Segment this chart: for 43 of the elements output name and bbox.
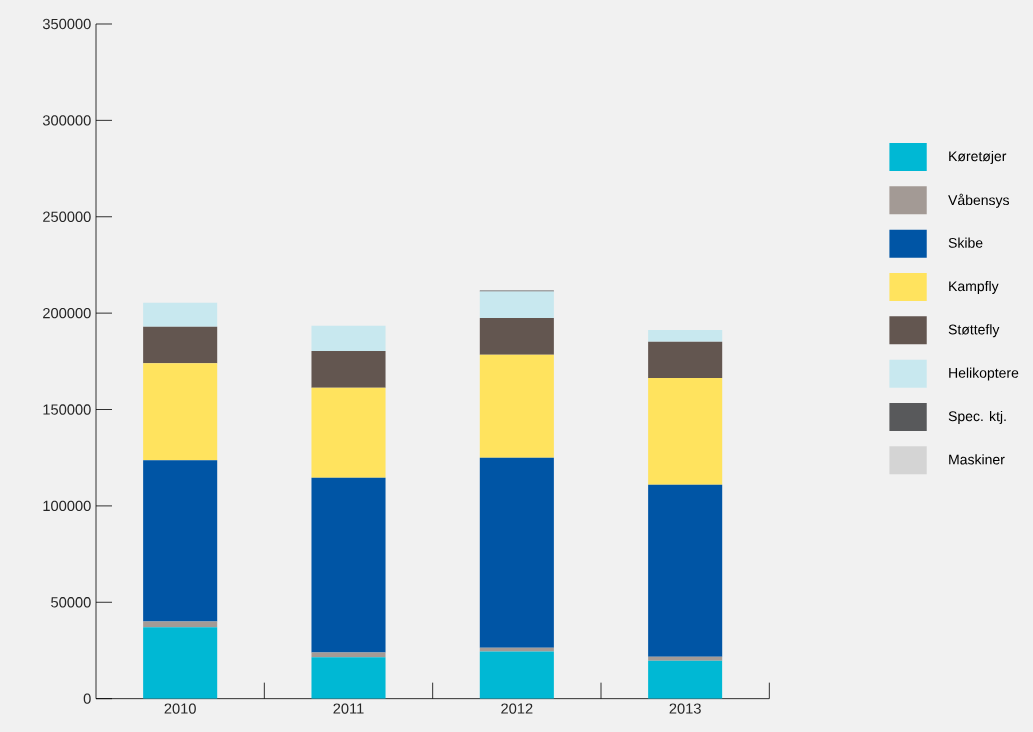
bar [648,377,723,485]
y-tick-label: 250000 [43,211,91,222]
bar [311,652,386,658]
bar [311,325,386,351]
y-tick-label: 300000 [42,115,91,126]
legend-label: Skibe [948,237,983,248]
y-tick-label: 150000 [43,404,91,415]
legend-label: Kampfly [949,280,999,294]
y-tick-label: 200000 [43,307,91,319]
bar [311,657,386,699]
bar [479,647,554,652]
x-tick-label: 2010 [164,703,196,714]
bar [648,484,723,657]
bar [479,457,554,648]
bar [479,291,554,318]
bar [311,350,386,388]
bar [311,387,386,478]
bar [143,302,218,327]
x-tick-label: 2013 [669,703,701,714]
y-tick-label: 100000 [43,500,91,512]
bar [479,651,554,699]
bar [479,354,554,458]
x-tick-label: 2011 [333,703,364,714]
legend-label: Helikoptere [949,367,1019,381]
legend-label: Våbensys [948,193,1010,208]
bar [143,363,218,461]
bar [143,460,218,622]
bar [143,326,218,364]
y-tick-label: 0 [83,693,91,704]
legend-label: Maskiner [949,454,1005,465]
bar [479,317,554,355]
bar [648,660,723,699]
bar [143,627,218,699]
x-tick-label: 2012 [501,703,533,714]
bar [311,477,386,653]
bar [648,329,723,342]
bar [648,656,723,661]
legend-label: Køretøjer [949,150,1007,164]
y-tick-label: 350000 [42,18,91,30]
y-tick-label: 50000 [51,597,91,608]
legend-label: Støttefly [948,324,1000,338]
legend-label: Spec. ktj. [948,410,1006,424]
bar [648,341,723,378]
